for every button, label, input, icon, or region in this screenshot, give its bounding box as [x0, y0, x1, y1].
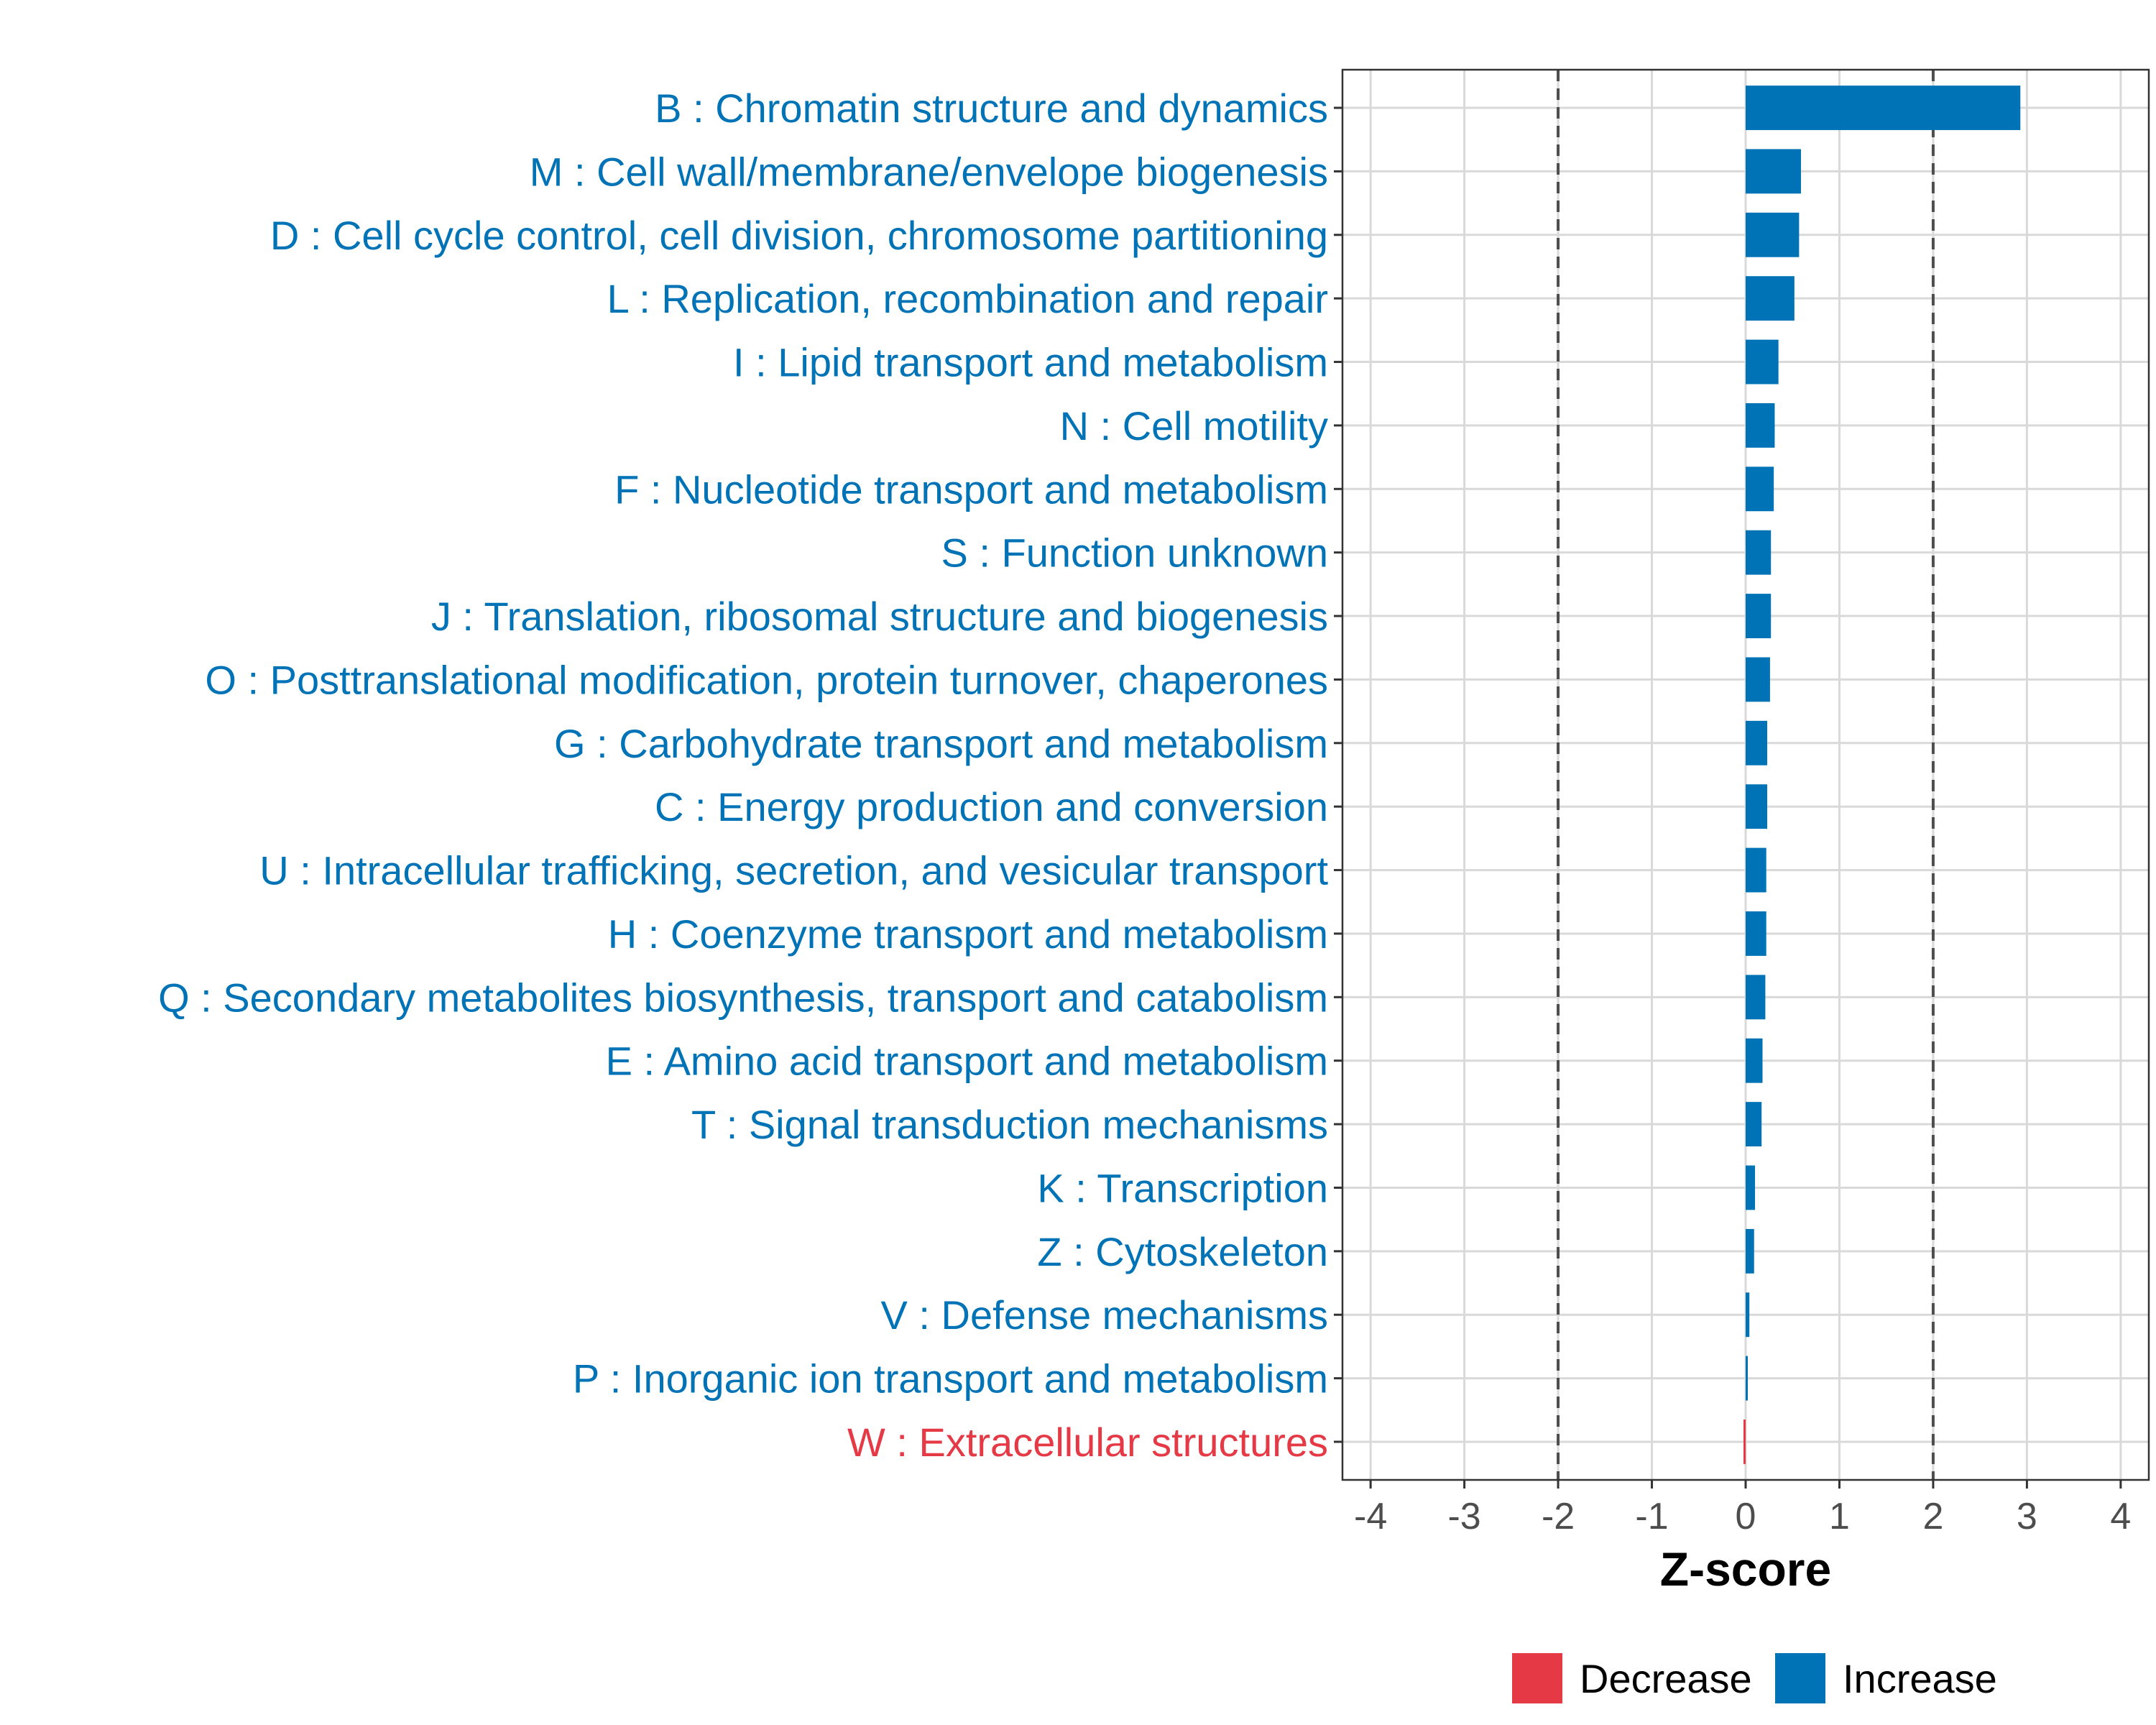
legend-label-decrease: Decrease [1580, 1656, 1752, 1701]
bars [1743, 86, 2021, 1464]
category-label: K : Transcription [1037, 1165, 1328, 1210]
category-label: S : Function unknown [941, 530, 1328, 576]
bar [1746, 720, 1768, 765]
category-label: T : Signal transduction mechanisms [691, 1102, 1328, 1147]
x-tick-label: 0 [1736, 1496, 1756, 1537]
category-label: Z : Cytoskeleton [1037, 1229, 1328, 1274]
legend: Decrease Increase [1512, 1653, 1997, 1703]
legend-label-increase: Increase [1843, 1656, 1997, 1701]
bar [1746, 594, 1772, 638]
x-tick-label: -4 [1354, 1496, 1387, 1537]
category-label: J : Translation, ribosomal structure and… [431, 594, 1328, 639]
legend-swatch-decrease [1512, 1653, 1562, 1703]
category-label: N : Cell motility [1060, 403, 1328, 448]
category-label: L : Replication, recombination and repai… [607, 276, 1328, 321]
category-label: C : Energy production and conversion [655, 784, 1328, 829]
y-axis-ticks [1334, 106, 1342, 1443]
bar [1746, 847, 1766, 893]
category-label: Q : Secondary metabolites biosynthesis, … [158, 975, 1328, 1020]
category-label: P : Inorganic ion transport and metaboli… [573, 1356, 1328, 1402]
threshold-lines [1557, 70, 1935, 1480]
bar [1746, 1356, 1748, 1401]
category-label: I : Lipid transport and metabolism [733, 340, 1328, 385]
category-label: H : Coenzyme transport and metabolism [608, 911, 1328, 957]
category-labels: B : Chromatin structure and dynamics M : … [158, 86, 1328, 1465]
legend-swatch-increase [1775, 1653, 1825, 1703]
bar [1746, 1228, 1754, 1274]
bar [1746, 1102, 1762, 1147]
bar [1746, 149, 1801, 194]
bar [1746, 784, 1768, 829]
bar [1746, 466, 1774, 512]
bar [1746, 975, 1766, 1020]
bar [1746, 1165, 1756, 1210]
category-label: M : Cell wall/membrane/envelope biogenes… [530, 149, 1328, 194]
x-tick-label: 1 [1829, 1496, 1850, 1537]
x-tick-label: -3 [1447, 1496, 1480, 1537]
category-label: U : Intracellular trafficking, secretion… [259, 848, 1328, 893]
category-label: V : Defense mechanisms [881, 1292, 1328, 1338]
x-tick-label: 4 [2110, 1496, 2131, 1537]
category-label: O : Posttranslational modification, prot… [205, 657, 1328, 702]
x-axis-title: Z-score [1660, 1542, 1831, 1596]
category-label: G : Carbohydrate transport and metabolis… [554, 721, 1328, 766]
bar [1746, 339, 1779, 385]
bar [1746, 402, 1775, 448]
bar [1746, 86, 2021, 130]
x-tick-label: 2 [1922, 1496, 1943, 1537]
category-label: D : Cell cycle control, cell division, c… [270, 213, 1328, 258]
bar [1743, 1420, 1746, 1464]
x-tick-label: -1 [1635, 1496, 1668, 1537]
bar [1746, 530, 1772, 575]
bar [1746, 276, 1795, 321]
category-label: W : Extracellular structures [847, 1420, 1328, 1465]
bar [1746, 1038, 1763, 1083]
bar [1746, 657, 1770, 702]
x-tick-label: 3 [2017, 1496, 2037, 1537]
category-label: E : Amino acid transport and metabolism [606, 1039, 1328, 1084]
x-tick-labels: -4 -3 -2 -1 0 1 2 3 4 [1354, 1496, 2131, 1537]
category-label: F : Nucleotide transport and metabolism [614, 466, 1328, 512]
x-tick-label: -2 [1542, 1496, 1575, 1537]
x-axis-ticks [1369, 1480, 2122, 1489]
bar [1746, 1292, 1750, 1338]
bar [1746, 911, 1766, 956]
bar [1746, 212, 1800, 257]
category-label: B : Chromatin structure and dynamics [655, 86, 1328, 131]
